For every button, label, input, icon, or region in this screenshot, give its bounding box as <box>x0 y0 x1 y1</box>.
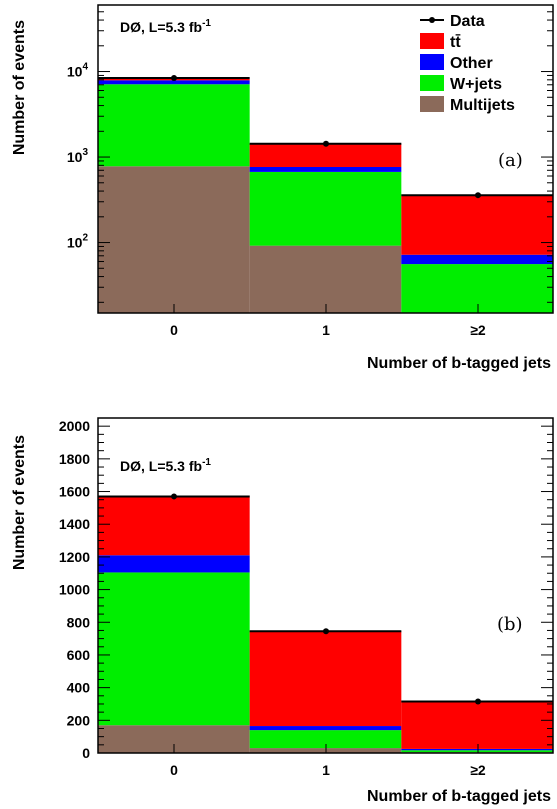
data-point-0 <box>171 493 177 500</box>
legend-label-0: Data <box>450 13 485 30</box>
panel-b-data-points <box>98 493 553 705</box>
data-point-2 <box>475 698 481 705</box>
bar-wjets-1 <box>249 171 402 246</box>
y-tick-label-1: 103 <box>67 147 89 165</box>
legend-data-marker <box>429 17 435 23</box>
y-tick-label-9: 1800 <box>59 451 90 467</box>
panel-b-experiment-label: DØ, L=5.3 fb-1 <box>120 457 211 474</box>
y-tick-label-5: 1000 <box>59 582 90 598</box>
bar-ttbar-2 <box>401 195 553 255</box>
x-tick-label-1: 1 <box>322 762 330 778</box>
panel-a-tag: (a) <box>498 150 523 171</box>
x-tick-label-2: ≥2 <box>470 762 486 778</box>
bar-wjets-2 <box>401 264 553 313</box>
data-point-1 <box>323 140 329 147</box>
x-tick-label-2: ≥2 <box>470 322 486 338</box>
bar-other-1 <box>249 166 402 172</box>
y-tick-label-7: 1400 <box>59 516 90 532</box>
y-tick-label-2: 104 <box>67 62 89 80</box>
y-tick-label-8: 1600 <box>59 484 90 500</box>
data-point-2 <box>475 192 481 199</box>
bar-wjets-0 <box>98 84 250 167</box>
legend-label-4: Multijets <box>450 97 515 114</box>
bar-wjets-1 <box>249 730 402 749</box>
legend-label-2: Other <box>450 55 493 72</box>
y-tick-label-4: 800 <box>67 614 91 630</box>
legend-swatch-other <box>420 54 444 70</box>
bar-ttbar-1 <box>249 631 402 727</box>
panel-a-bars <box>98 78 553 313</box>
bar-multijets-0 <box>98 166 250 313</box>
data-point-1 <box>323 628 329 635</box>
bar-ttbar-2 <box>401 700 553 749</box>
panel-b-xlabel: Number of b-tagged jets <box>367 788 551 805</box>
legend-swatch-multijets <box>420 96 444 112</box>
panel-b-ticks: 0 1 ≥2 0 200 400 600 800 1000 1200 1400 1600 1800 200… <box>59 417 553 778</box>
legend-swatch-wjets <box>420 75 444 91</box>
panel-a-xlabel: Number of b-tagged jets <box>367 355 551 372</box>
y-tick-label-3: 600 <box>67 647 91 663</box>
bar-ttbar-0 <box>98 495 250 556</box>
legend-label-1: tt̄ <box>450 33 461 51</box>
legend: Data tt̄ Other W+jets Multijets <box>420 13 515 114</box>
y-tick-label-2: 400 <box>67 680 91 696</box>
y-tick-label-10: 2000 <box>59 418 90 434</box>
y-tick-label-0: 102 <box>67 233 89 251</box>
bar-wjets-0 <box>98 572 250 726</box>
panel-a-data-points <box>98 75 553 199</box>
panel-a: 0 1 ≥2 102 103 104 Number of events Number of… <box>11 4 554 372</box>
legend-swatch-ttbar <box>420 33 444 49</box>
panel-b-tag: (b) <box>497 614 523 635</box>
data-point-0 <box>171 75 177 82</box>
bar-other-2 <box>401 748 553 751</box>
x-tick-label-0: 0 <box>170 762 178 778</box>
panel-a-experiment-label: DØ, L=5.3 fb-1 <box>120 18 211 35</box>
y-tick-label-0: 0 <box>82 745 90 761</box>
y-tick-label-6: 1200 <box>59 549 90 565</box>
bar-ttbar-1 <box>249 143 402 167</box>
panel-b-bars <box>98 495 553 753</box>
y-tick-label-1: 200 <box>67 712 91 728</box>
bar-other-2 <box>401 254 553 265</box>
panel-b-ylabel: Number of events <box>11 435 28 570</box>
bar-wjets-2 <box>401 750 553 753</box>
bar-other-0 <box>98 80 250 85</box>
panel-a-ticks: 0 1 ≥2 102 103 104 <box>67 4 553 338</box>
x-tick-label-0: 0 <box>170 322 178 338</box>
panel-b: 0 1 ≥2 0 200 400 600 800 1000 1200 1400 1600 1800 200… <box>11 417 554 805</box>
bar-multijets-1 <box>249 245 402 313</box>
bar-other-1 <box>249 726 402 731</box>
x-tick-label-1: 1 <box>322 322 330 338</box>
panel-a-ylabel: Number of events <box>11 20 28 155</box>
bar-other-0 <box>98 555 250 573</box>
legend-label-3: W+jets <box>450 76 502 93</box>
